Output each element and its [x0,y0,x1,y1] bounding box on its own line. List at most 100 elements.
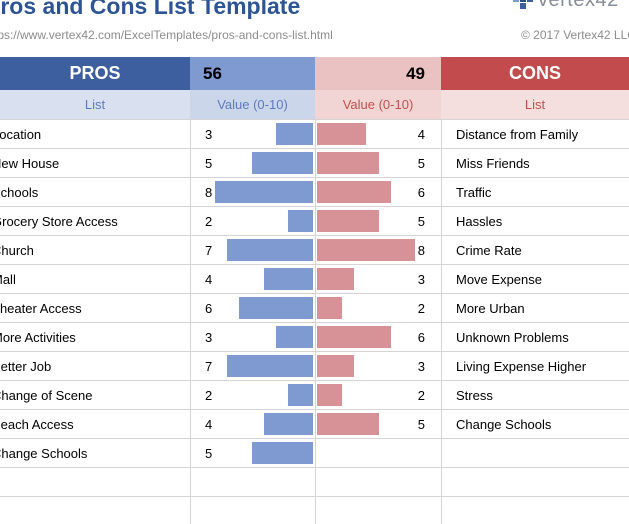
page-title: Pros and Cons List Template [0,0,301,19]
cons-value-subheader[interactable]: Value (0-10) [315,90,441,119]
con-item-label: Change Schools [456,416,552,432]
pro-item-cell[interactable]: Schools [0,178,190,206]
pro-value-bar [276,123,313,145]
table-row: Location 3 4 Distance from Family [0,120,629,149]
pro-item-cell[interactable]: Beach Access [0,410,190,438]
pro-item-cell[interactable]: New House [0,149,190,177]
pro-item-label: Change Schools [0,445,88,461]
table-row: Change of Scene 2 2 Stress [0,381,629,410]
pro-item-cell[interactable]: Better Job [0,352,190,380]
pro-item-label: Mall [0,271,16,287]
con-value-bar [317,181,391,203]
table-row: Church 7 8 Crime Rate [0,236,629,265]
vertex42-logo-text: vertex42 [538,0,619,12]
table-body: Location 3 4 Distance from Family New Ho… [0,119,629,524]
con-item-cell[interactable]: Miss Friends [441,149,629,177]
con-item-cell[interactable]: Stress [441,381,629,409]
pro-item-cell[interactable]: Change of Scene [0,381,190,409]
pro-value-cell[interactable]: 6 [190,294,315,322]
pro-value-cell[interactable] [190,468,315,496]
con-item-cell[interactable]: Distance from Family [441,120,629,148]
pro-item-cell[interactable]: Theater Access [0,294,190,322]
con-item-cell[interactable] [441,468,629,496]
pro-value-cell[interactable] [190,497,315,524]
con-item-cell[interactable]: Move Expense [441,265,629,293]
con-value-cell[interactable] [315,468,441,496]
pro-value-cell[interactable]: 4 [190,410,315,438]
con-value-cell[interactable] [315,497,441,524]
pro-value-cell[interactable]: 3 [190,323,315,351]
vertex42-logo-icon [513,0,533,9]
con-value-bar [317,152,379,174]
pro-value-cell[interactable]: 5 [190,439,315,467]
empty-table-row [0,497,629,524]
con-item-cell[interactable] [441,439,629,467]
pro-value-bar [276,326,313,348]
con-value-number: 3 [417,358,425,374]
cons-list-subheader[interactable]: List [441,90,629,119]
table-subheader-row: List Value (0-10) Value (0-10) List [0,90,629,119]
pro-item-cell[interactable]: Location [0,120,190,148]
con-item-cell[interactable]: Crime Rate [441,236,629,264]
con-item-cell[interactable]: Living Expense Higher [441,352,629,380]
pro-item-cell[interactable]: Change Schools [0,439,190,467]
con-value-cell[interactable]: 2 [315,294,441,322]
con-item-label: More Urban [456,300,525,316]
con-value-cell[interactable]: 6 [315,178,441,206]
pro-value-cell[interactable]: 7 [190,236,315,264]
pro-value-cell[interactable]: 2 [190,381,315,409]
con-item-label: Unknown Problems [456,329,569,345]
table-row: Schools 8 6 Traffic [0,178,629,207]
con-value-cell[interactable]: 5 [315,207,441,235]
cons-header-cell[interactable]: CONS [441,57,629,90]
pro-item-cell[interactable] [0,497,190,524]
con-value-bar [317,384,342,406]
pro-value-number: 4 [205,416,213,432]
pro-value-bar [226,239,313,261]
con-item-label: Distance from Family [456,126,579,142]
con-item-label: Move Expense [456,271,542,287]
con-value-cell[interactable]: 5 [315,410,441,438]
con-value-number: 5 [417,416,425,432]
pro-item-cell[interactable]: Grocery Store Access [0,207,190,235]
pro-item-cell[interactable] [0,468,190,496]
table-row: Beach Access 4 5 Change Schools [0,410,629,439]
con-value-cell[interactable]: 3 [315,352,441,380]
con-value-number: 5 [417,213,425,229]
con-value-cell[interactable]: 6 [315,323,441,351]
pro-value-cell[interactable]: 5 [190,149,315,177]
con-item-cell[interactable] [441,497,629,524]
pro-value-cell[interactable]: 3 [190,120,315,148]
con-value-cell[interactable]: 5 [315,149,441,177]
con-value-cell[interactable]: 4 [315,120,441,148]
con-item-cell[interactable]: More Urban [441,294,629,322]
pro-value-cell[interactable]: 8 [190,178,315,206]
con-item-label: Crime Rate [456,242,522,258]
cons-total-cell[interactable]: 49 [315,57,441,90]
pro-value-cell[interactable]: 7 [190,352,315,380]
con-item-cell[interactable]: Traffic [441,178,629,206]
pros-value-subheader[interactable]: Value (0-10) [190,90,315,119]
con-value-cell[interactable]: 8 [315,236,441,264]
pros-header-cell[interactable]: PROS [0,57,190,90]
con-value-cell[interactable]: 3 [315,265,441,293]
con-value-bar [317,123,367,145]
pro-value-cell[interactable]: 4 [190,265,315,293]
pro-item-label: New House [0,155,60,171]
pro-item-cell[interactable]: Church [0,236,190,264]
pro-item-cell[interactable]: More Activities [0,323,190,351]
table-row: New House 5 5 Miss Friends [0,149,629,178]
con-item-cell[interactable]: Hassles [441,207,629,235]
pro-item-label: Beach Access [0,416,74,432]
pros-total-cell[interactable]: 56 [190,57,315,90]
con-value-cell[interactable] [315,439,441,467]
con-value-number: 3 [417,271,425,287]
pros-list-subheader[interactable]: List [0,90,190,119]
pro-item-cell[interactable]: Mall [0,265,190,293]
table-row: Change Schools 5 [0,439,629,468]
con-item-cell[interactable]: Change Schools [441,410,629,438]
con-item-cell[interactable]: Unknown Problems [441,323,629,351]
con-value-cell[interactable]: 2 [315,381,441,409]
pro-value-cell[interactable]: 2 [190,207,315,235]
